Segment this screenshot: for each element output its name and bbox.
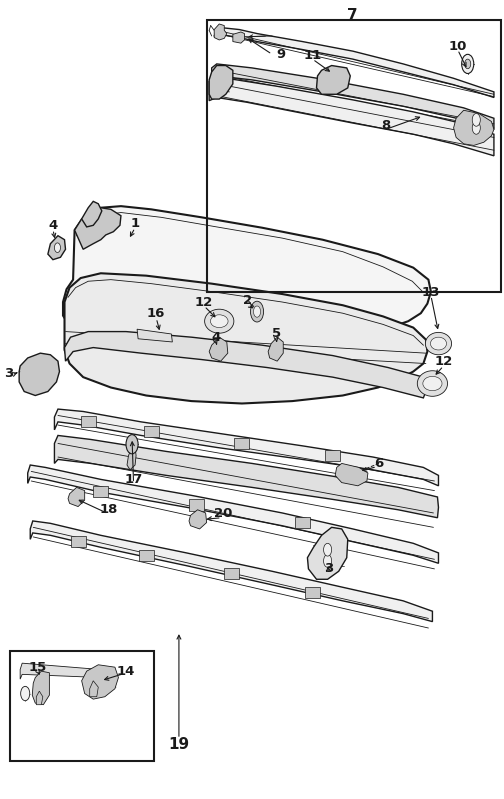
Text: 11: 11: [303, 50, 322, 62]
Bar: [71, 536, 86, 547]
Polygon shape: [82, 201, 102, 227]
Circle shape: [254, 306, 261, 317]
Bar: [234, 438, 249, 449]
Text: 16: 16: [147, 307, 165, 320]
Polygon shape: [214, 24, 227, 40]
Polygon shape: [317, 66, 350, 94]
Circle shape: [465, 59, 471, 69]
Text: 12: 12: [195, 296, 213, 308]
Polygon shape: [137, 329, 172, 342]
Circle shape: [21, 686, 30, 701]
Bar: [224, 568, 239, 579]
Text: 18: 18: [99, 503, 117, 516]
Ellipse shape: [430, 337, 447, 350]
Text: 13: 13: [422, 286, 440, 299]
Bar: [305, 587, 320, 598]
Polygon shape: [63, 206, 431, 356]
Bar: [139, 550, 154, 561]
Text: 2: 2: [243, 294, 253, 307]
Polygon shape: [65, 273, 427, 403]
Text: 4: 4: [211, 331, 220, 344]
Text: 15: 15: [28, 661, 46, 674]
Polygon shape: [209, 77, 494, 156]
Polygon shape: [454, 110, 494, 145]
Text: 12: 12: [434, 355, 453, 368]
Polygon shape: [28, 465, 438, 563]
Ellipse shape: [211, 315, 228, 328]
Text: 5: 5: [272, 328, 281, 340]
Text: 9: 9: [277, 48, 286, 61]
Text: 14: 14: [117, 665, 135, 678]
Circle shape: [126, 435, 138, 454]
Text: 19: 19: [168, 737, 190, 752]
Polygon shape: [214, 28, 494, 97]
Circle shape: [54, 243, 60, 252]
Ellipse shape: [205, 309, 234, 333]
Text: 3: 3: [5, 368, 14, 380]
Circle shape: [324, 543, 332, 556]
Polygon shape: [82, 665, 118, 699]
Polygon shape: [209, 66, 233, 99]
Polygon shape: [233, 32, 244, 43]
Bar: [93, 486, 108, 497]
Polygon shape: [189, 510, 207, 529]
Polygon shape: [65, 332, 427, 398]
Text: 10: 10: [449, 40, 467, 53]
Bar: [81, 416, 96, 427]
Text: 7: 7: [347, 9, 358, 23]
Polygon shape: [54, 409, 438, 486]
Polygon shape: [20, 663, 101, 679]
Text: 17: 17: [124, 473, 143, 486]
Bar: [144, 426, 159, 437]
Polygon shape: [90, 681, 98, 697]
Bar: [10, 651, 154, 761]
Bar: [207, 20, 501, 292]
Text: 3: 3: [324, 562, 333, 575]
Polygon shape: [209, 337, 228, 361]
Polygon shape: [48, 236, 66, 260]
Polygon shape: [127, 447, 136, 470]
Ellipse shape: [425, 332, 452, 355]
Polygon shape: [32, 671, 49, 705]
Ellipse shape: [423, 376, 442, 391]
Text: 4: 4: [48, 219, 57, 232]
Polygon shape: [335, 463, 368, 486]
Bar: [189, 499, 204, 511]
Ellipse shape: [417, 371, 448, 396]
Polygon shape: [268, 337, 283, 361]
Polygon shape: [54, 435, 438, 518]
Polygon shape: [307, 527, 348, 579]
Text: 20: 20: [214, 507, 232, 520]
Circle shape: [324, 555, 332, 567]
Polygon shape: [212, 64, 494, 129]
Circle shape: [472, 113, 480, 126]
Polygon shape: [36, 691, 43, 705]
Polygon shape: [75, 208, 121, 249]
Polygon shape: [30, 521, 432, 622]
Text: 8: 8: [381, 119, 390, 132]
Polygon shape: [19, 353, 59, 396]
Polygon shape: [68, 487, 85, 507]
Text: 1: 1: [131, 217, 140, 230]
Circle shape: [462, 54, 474, 74]
Circle shape: [472, 121, 480, 134]
Bar: [325, 450, 340, 461]
Circle shape: [250, 301, 264, 322]
Bar: [295, 517, 310, 528]
Text: 6: 6: [374, 457, 384, 470]
